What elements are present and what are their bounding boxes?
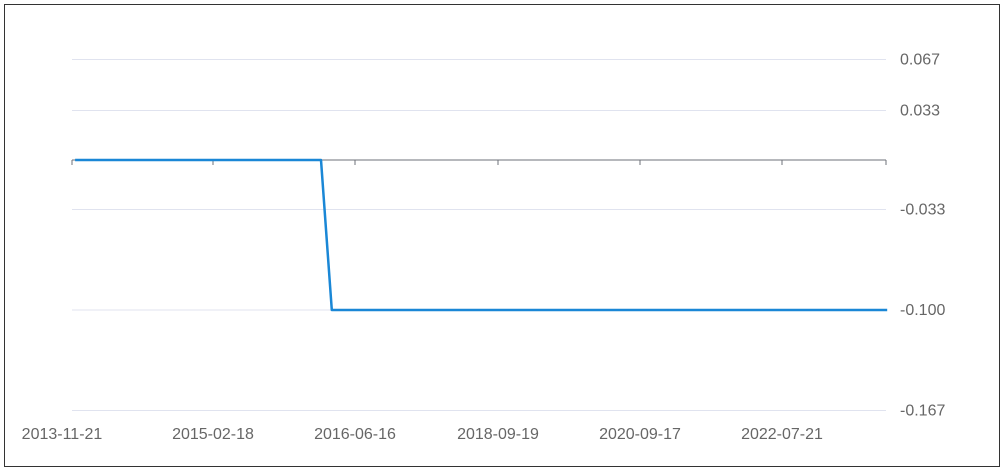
y-tick-label: 0.033 [900, 103, 940, 120]
x-tick-label: 2015-02-18 [172, 426, 254, 443]
y-tick-label: -0.167 [900, 403, 945, 420]
x-tick-label: 2022-07-21 [741, 426, 823, 443]
y-tick-label: 0.067 [900, 52, 940, 69]
y-tick-label: -0.100 [900, 302, 945, 319]
chart-frame [4, 4, 1000, 467]
x-tick-label: 2020-09-17 [599, 426, 681, 443]
series-line [75, 158, 888, 312]
y-tick-label: -0.033 [900, 202, 945, 219]
x-tick-label: 2013-11-21 [22, 426, 103, 443]
x-tick-label: 2018-09-19 [457, 426, 539, 443]
x-tick-label: 2016-06-16 [314, 426, 396, 443]
